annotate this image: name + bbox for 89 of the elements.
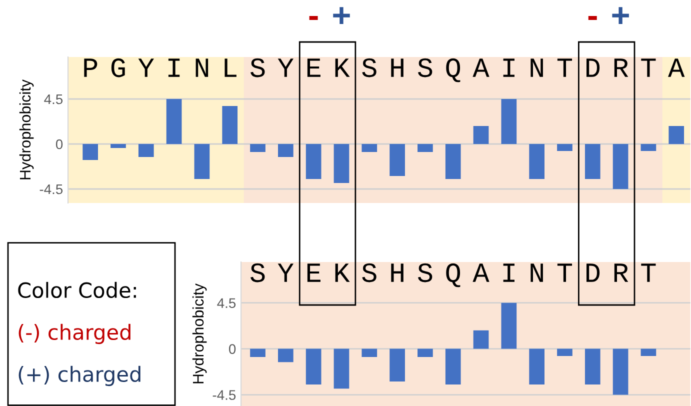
x-tick-label: E (307, 58, 320, 77)
bar (362, 348, 378, 357)
bar (334, 348, 350, 389)
x-tick-label: A (472, 58, 490, 77)
x-tick-label: T (557, 264, 572, 282)
x-tick-label: Y (278, 58, 294, 77)
bar (362, 144, 378, 152)
text: + (333, 7, 350, 24)
x-tick-label: L (224, 58, 236, 77)
bar (82, 144, 98, 160)
x-tick-label: I (503, 264, 514, 282)
bar (306, 144, 322, 179)
x-tick-label: Y (138, 58, 154, 77)
x-tick-label: N (530, 264, 543, 282)
bar (529, 348, 544, 385)
x-tick-label: Q (446, 58, 460, 82)
x-tick-label: T (641, 58, 656, 77)
x-tick-label: D (586, 58, 600, 77)
text: (+) charged (18, 366, 140, 386)
x-tick-label: S (362, 58, 376, 78)
x-tick-label: R (614, 264, 628, 282)
bar (473, 330, 489, 349)
bar (584, 144, 600, 179)
bar (166, 99, 182, 144)
bar (390, 144, 405, 176)
bar (306, 348, 322, 385)
text: Color Code: (18, 282, 136, 298)
x-tick-label: K (335, 264, 350, 282)
bar (418, 348, 433, 357)
bar (501, 302, 517, 349)
text: - (309, 16, 318, 20)
y-tick-label: 4.5 (44, 94, 63, 104)
bar (138, 144, 154, 157)
x-tick-label: D (586, 264, 600, 282)
bar (110, 144, 126, 148)
bar (418, 144, 433, 152)
text: - (588, 16, 597, 20)
bar (445, 348, 461, 385)
text: (-) charged (18, 324, 130, 344)
y-tick-label: 0 (56, 139, 63, 150)
bar (640, 144, 656, 151)
bar (612, 348, 628, 395)
x-tick-label: Q (446, 263, 460, 288)
y-axis-title: Hydrophobicity (19, 80, 34, 180)
x-tick-label: A (668, 58, 685, 77)
bar (250, 348, 266, 357)
bar (612, 144, 628, 189)
bar (668, 126, 684, 144)
x-tick-label: K (335, 58, 350, 77)
y-tick-label: -4.5 (40, 184, 63, 194)
x-tick-label: S (250, 58, 265, 78)
x-tick-label: G (111, 58, 125, 78)
x-tick-label: S (250, 263, 265, 282)
bar (473, 126, 489, 144)
bar (250, 144, 266, 152)
x-tick-label: T (641, 264, 656, 282)
x-tick-label: R (614, 58, 628, 77)
x-tick-label: E (307, 264, 320, 282)
x-tick-label: I (503, 58, 514, 77)
bar (194, 144, 210, 179)
x-tick-label: S (418, 58, 432, 78)
bar (390, 348, 405, 382)
bar (557, 348, 572, 356)
y-tick-label: 0 (228, 344, 236, 354)
x-tick-label: T (557, 58, 572, 77)
x-tick-label: P (84, 58, 98, 77)
x-tick-label: A (472, 264, 490, 282)
y-axis-title: Hydrophobicity (192, 284, 207, 384)
bar (584, 348, 600, 385)
bar (640, 348, 656, 356)
x-tick-label: S (362, 263, 376, 282)
x-tick-label: N (530, 58, 543, 77)
x-tick-label: H (391, 58, 404, 77)
x-tick-label: S (418, 263, 432, 282)
bar (278, 348, 294, 362)
x-tick-label: N (196, 58, 208, 77)
bar (445, 144, 461, 179)
bar (222, 106, 238, 144)
bar (557, 144, 572, 151)
x-tick-label: H (391, 264, 404, 282)
x-tick-label: Y (278, 264, 294, 282)
text: + (612, 7, 629, 24)
bar (529, 144, 544, 179)
x-tick-label: I (168, 58, 180, 77)
bar (334, 144, 350, 183)
bar (278, 144, 294, 157)
bar (501, 99, 517, 144)
y-tick-label: -4.5 (212, 390, 236, 400)
y-tick-label: 4.5 (217, 298, 236, 308)
